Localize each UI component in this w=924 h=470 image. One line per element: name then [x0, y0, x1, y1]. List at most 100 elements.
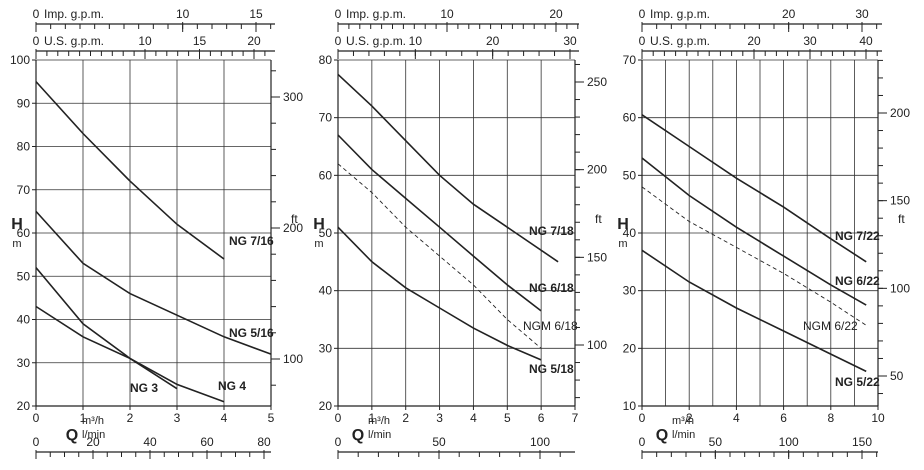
x-tick-label: 6 [780, 411, 787, 425]
ft-tick-label: 150 [890, 194, 910, 208]
y-tick-label: 100 [10, 53, 30, 67]
lmin-tick-label: 150 [852, 435, 872, 449]
series-line-ng-7-22 [641, 114, 867, 263]
y-tick-label: 90 [17, 96, 31, 110]
y-tick-label: 60 [623, 111, 637, 125]
gpm-tick-label: 10 [138, 34, 152, 48]
x-tick-label: 10 [871, 411, 885, 425]
gpm-tick-label: 30 [563, 34, 577, 48]
gpm-tick-label: 20 [747, 34, 761, 48]
ft-axis-label: ft [898, 212, 905, 226]
ft-tick-label: 200 [890, 106, 910, 120]
series-label: NGM 6/18 [523, 319, 578, 333]
gpm-axis-label: U.S. g.p.m. [650, 34, 710, 48]
x-tick-label: 6 [538, 411, 545, 425]
lmin-tick-label: 50 [709, 435, 723, 449]
x-tick-label: 0 [639, 411, 646, 425]
series-label: NG 5/18 [529, 362, 574, 376]
gpm-tick-label: 20 [247, 34, 261, 48]
series-line-ng-3 [35, 305, 178, 390]
gpm-tick-label: 0 [639, 7, 646, 21]
gpm-tick-label: 20 [549, 7, 563, 21]
x-unit-lmin: l/min [672, 429, 695, 441]
y-tick-label: 10 [623, 399, 637, 413]
x-unit-lmin: l/min [368, 429, 391, 441]
y-tick-label: 80 [17, 140, 31, 154]
x-unit-m3h: m³/h [368, 415, 390, 427]
x-tick-label: 2 [686, 411, 693, 425]
x-tick-label: 0 [33, 411, 40, 425]
y-tick-label: 30 [319, 341, 333, 355]
ft-axis-label: ft [291, 212, 298, 226]
gpm-tick-label: 10 [176, 7, 190, 21]
y-tick-label: 50 [17, 269, 31, 283]
y-tick-label: 30 [623, 284, 637, 298]
gpm-tick-label: 15 [249, 7, 263, 21]
ft-tick-label: 100 [283, 352, 303, 366]
ft-tick-label: 250 [587, 75, 607, 89]
x-tick-label: 3 [436, 411, 443, 425]
ft-tick-label: 100 [890, 281, 910, 295]
y-tick-label: 30 [17, 356, 31, 370]
lmin-tick-label: 50 [432, 435, 446, 449]
lmin-tick-label: 80 [257, 435, 271, 449]
x-tick-label: 2 [127, 411, 134, 425]
series-label: NG 7/16 [229, 234, 274, 248]
series-line-ng-7-16 [35, 81, 225, 260]
series-label: NG 7/22 [835, 229, 880, 243]
gpm-tick-label: 10 [409, 34, 423, 48]
y-tick-label: 70 [319, 111, 333, 125]
series-line-ng-6-18 [337, 134, 542, 312]
series-label: NG 3 [130, 381, 158, 395]
ft-tick-label: 150 [587, 250, 607, 264]
ft-tick-label: 200 [587, 163, 607, 177]
y-axis-label: H [11, 216, 23, 233]
lmin-tick-label: 60 [200, 435, 214, 449]
series-label: NGM 6/22 [803, 319, 858, 333]
series-line-ngm-6-22 [641, 186, 867, 326]
x-tick-label: 4 [733, 411, 740, 425]
y-tick-label: 40 [623, 226, 637, 240]
x-tick-label: 8 [827, 411, 834, 425]
ft-tick-label: 200 [283, 221, 303, 235]
gpm-tick-label: 0 [335, 7, 342, 21]
lmin-tick-label: 0 [33, 435, 40, 449]
gpm-tick-label: 40 [859, 34, 873, 48]
x-tick-label: 1 [80, 411, 87, 425]
lmin-tick-label: 0 [639, 435, 646, 449]
y-tick-label: 60 [319, 168, 333, 182]
x-axis-label: Q [656, 427, 668, 444]
y-tick-label: 20 [623, 341, 637, 355]
lmin-tick-label: 100 [530, 435, 550, 449]
lmin-tick-label: 100 [779, 435, 799, 449]
series-label: NG 4 [218, 379, 246, 393]
gpm-axis-label: U.S. g.p.m. [44, 34, 104, 48]
x-tick-label: 1 [369, 411, 376, 425]
y-tick-label: 20 [17, 399, 31, 413]
y-tick-label: 20 [319, 399, 333, 413]
gpm-tick-label: 0 [639, 34, 646, 48]
y-tick-label: 80 [319, 53, 333, 67]
ft-axis-label: ft [595, 212, 602, 226]
y-tick-label: 70 [623, 53, 637, 67]
x-tick-label: 3 [174, 411, 181, 425]
series-line-ng-5-18 [337, 226, 542, 361]
gpm-tick-label: 0 [33, 7, 40, 21]
series-label: NG 7/18 [529, 224, 574, 238]
series-line-ng-7-18 [337, 73, 559, 263]
series-label: NG 5/22 [835, 375, 880, 389]
x-unit-m3h: m³/h [672, 415, 694, 427]
gpm-axis-label: Imp. g.p.m. [346, 7, 406, 21]
series-label: NG 5/16 [229, 326, 274, 340]
y-axis-unit: m [314, 238, 323, 250]
y-tick-label: 40 [319, 284, 333, 298]
x-unit-m3h: m³/h [82, 415, 104, 427]
gpm-tick-label: 20 [486, 34, 500, 48]
x-tick-label: 4 [221, 411, 228, 425]
gpm-tick-label: 10 [440, 7, 454, 21]
